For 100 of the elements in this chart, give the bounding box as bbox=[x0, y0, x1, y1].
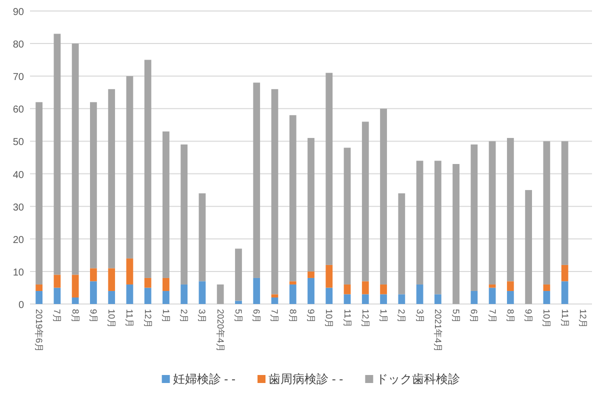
x-tick-label: 10月 bbox=[542, 309, 552, 328]
bar bbox=[416, 160, 424, 284]
bar bbox=[452, 164, 460, 304]
x-tick-label: 3月 bbox=[197, 309, 208, 324]
bar bbox=[506, 290, 514, 304]
bar bbox=[380, 108, 387, 284]
bar bbox=[72, 297, 79, 304]
bar bbox=[398, 193, 406, 294]
bar bbox=[126, 284, 134, 304]
legend-label: 妊婦検診 - - bbox=[172, 372, 236, 386]
bar bbox=[488, 141, 496, 284]
bar bbox=[488, 288, 496, 304]
x-tick-label: 7月 bbox=[487, 309, 498, 324]
bar bbox=[525, 190, 532, 304]
x-tick-label: 6月 bbox=[469, 309, 480, 324]
y-tick-label: 90 bbox=[12, 7, 24, 18]
bar bbox=[326, 72, 333, 265]
bar bbox=[235, 300, 242, 304]
y-tick-label: 0 bbox=[18, 300, 24, 311]
x-tick-label: 8月 bbox=[288, 309, 298, 324]
x-tick-label: 9月 bbox=[306, 309, 316, 324]
bar bbox=[326, 264, 333, 288]
bar bbox=[36, 284, 43, 291]
bar bbox=[326, 288, 333, 304]
bar bbox=[470, 144, 478, 291]
bar bbox=[271, 294, 278, 298]
bar bbox=[90, 102, 97, 268]
bar bbox=[289, 284, 296, 304]
x-tick-label: 10月 bbox=[106, 309, 117, 328]
x-tick-label: 11月 bbox=[342, 309, 352, 328]
bar bbox=[108, 290, 116, 304]
y-tick-label: 30 bbox=[12, 202, 24, 214]
bar bbox=[362, 122, 369, 282]
x-tick-label: 11月 bbox=[560, 309, 570, 328]
x-tick-label: 9月 bbox=[88, 309, 98, 324]
y-tick-label: 80 bbox=[12, 40, 24, 51]
y-tick-label: 20 bbox=[12, 234, 24, 246]
bar bbox=[54, 34, 61, 275]
bar bbox=[434, 294, 442, 304]
bar bbox=[72, 274, 79, 298]
bar bbox=[144, 278, 152, 288]
bar bbox=[543, 290, 550, 304]
bar bbox=[561, 264, 568, 282]
bar bbox=[561, 281, 568, 304]
bar bbox=[344, 148, 351, 284]
y-tick-label: 50 bbox=[12, 137, 24, 148]
bar bbox=[36, 102, 43, 284]
bar bbox=[289, 115, 296, 282]
bar bbox=[162, 290, 170, 304]
bar bbox=[271, 297, 278, 304]
x-tick-label: 7月 bbox=[52, 309, 62, 324]
bar bbox=[198, 193, 206, 282]
bar bbox=[253, 278, 260, 304]
bar bbox=[108, 268, 116, 291]
bar bbox=[271, 89, 278, 294]
x-tick-label: 9月 bbox=[524, 309, 534, 324]
bar bbox=[470, 290, 478, 304]
bar bbox=[54, 288, 61, 304]
bar bbox=[344, 294, 351, 304]
bar bbox=[162, 278, 170, 291]
bar bbox=[434, 160, 442, 294]
x-tick-label: 1月 bbox=[160, 309, 171, 324]
bar bbox=[308, 271, 314, 278]
x-tick-label: 2月 bbox=[179, 309, 190, 324]
x-tick-label: 12月 bbox=[142, 309, 153, 328]
y-tick-label: 40 bbox=[12, 170, 24, 181]
bar bbox=[108, 89, 116, 268]
bar bbox=[308, 278, 314, 304]
bar bbox=[36, 290, 43, 304]
x-tick-label: 2020年4月 bbox=[215, 309, 226, 352]
bar bbox=[54, 274, 61, 288]
bar bbox=[144, 60, 152, 278]
bar bbox=[380, 294, 387, 304]
x-tick-label: 5月 bbox=[451, 309, 462, 324]
bar bbox=[126, 258, 134, 284]
bar bbox=[90, 268, 97, 282]
y-tick-label: 10 bbox=[12, 267, 24, 278]
bar bbox=[344, 284, 351, 294]
bar bbox=[362, 294, 369, 304]
bar bbox=[506, 138, 514, 282]
bar bbox=[543, 141, 550, 284]
bar bbox=[180, 144, 188, 284]
bar bbox=[72, 44, 79, 275]
x-tick-label: 5月 bbox=[233, 309, 244, 324]
x-tick-label: 2019年6月 bbox=[34, 309, 44, 352]
bar bbox=[543, 284, 550, 291]
x-tick-label: 8月 bbox=[505, 309, 516, 324]
bar bbox=[198, 281, 206, 304]
bar bbox=[362, 281, 369, 294]
bar bbox=[235, 248, 242, 301]
bar bbox=[416, 284, 424, 304]
legend-label: 歯周病検診 - - bbox=[268, 372, 344, 386]
x-tick-label: 7月 bbox=[270, 309, 280, 324]
x-tick-label: 2021年4月 bbox=[432, 309, 443, 352]
x-tick-label: 10月 bbox=[324, 309, 334, 328]
bar bbox=[398, 294, 406, 304]
y-tick-label: 70 bbox=[12, 72, 24, 84]
bar bbox=[289, 281, 296, 284]
bar bbox=[126, 76, 134, 258]
bar bbox=[561, 141, 568, 265]
